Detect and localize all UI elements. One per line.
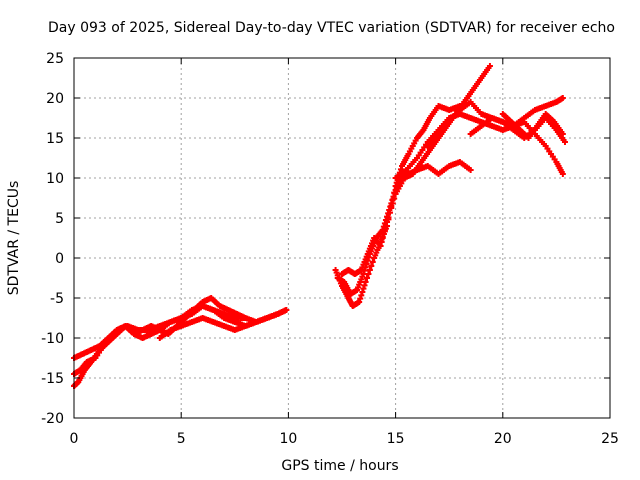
data-point [486,63,493,69]
data-point [386,209,393,216]
data-point [364,275,371,281]
y-tick-label: 5 [55,211,64,227]
data-point [467,167,474,173]
data-point [369,259,376,265]
data-point [388,205,395,211]
data-point [381,227,388,233]
data-point [358,292,365,299]
plot-frame [73,57,611,419]
data-point [389,200,396,207]
data-point [379,235,386,241]
data-point [362,279,369,285]
data-point [366,267,373,273]
data-point [380,231,387,237]
data-point [242,315,249,321]
data-point [559,95,566,101]
data-point [360,271,367,277]
data-point [365,271,372,277]
series-track-5 [332,103,463,309]
x-tick-label: 15 [387,431,405,447]
data-point [561,139,568,145]
y-tick-label: -20 [41,411,64,427]
data-point [559,131,566,137]
y-tick-label: -5 [50,291,64,307]
data-point [360,285,367,292]
axis-ticks: 0 5 10 15 20 25 -20 -15 -10 -5 0 5 10 15 20 25 [41,51,619,447]
series-track-11 [499,111,566,141]
data-point [283,307,290,313]
y-tick-label: -15 [41,371,64,387]
data-point [274,311,281,317]
data-point [357,295,364,302]
data-point [359,289,366,295]
data-point [391,195,398,202]
data-point [356,299,363,305]
data-point [377,243,384,249]
y-tick-label: 25 [46,51,64,67]
x-axis-label: GPS time / hours [281,458,398,474]
data-point [378,239,385,245]
data-point [368,263,375,269]
x-tick-label: 10 [279,431,297,447]
data-points [71,63,568,389]
y-tick-label: 20 [46,91,64,107]
data-point [385,214,392,221]
y-tick-label: 0 [55,251,64,267]
x-tick-label: 5 [177,431,186,447]
data-point [384,219,391,225]
x-tick-label: 25 [601,431,619,447]
data-point [559,171,566,177]
series-track-3 [71,295,249,361]
x-tick-label: 20 [494,431,512,447]
y-tick-label: 10 [46,171,64,187]
data-point [361,282,368,289]
x-tick-label: 0 [70,431,79,447]
series-track-4 [156,311,281,341]
data-point [382,223,389,229]
y-tick-label: 15 [46,131,64,147]
y-tick-label: -10 [41,331,64,347]
y-axis-label: SDTVAR / TECUs [6,181,22,296]
chart-title: Day 093 of 2025, Sidereal Day-to-day VTE… [48,20,615,36]
